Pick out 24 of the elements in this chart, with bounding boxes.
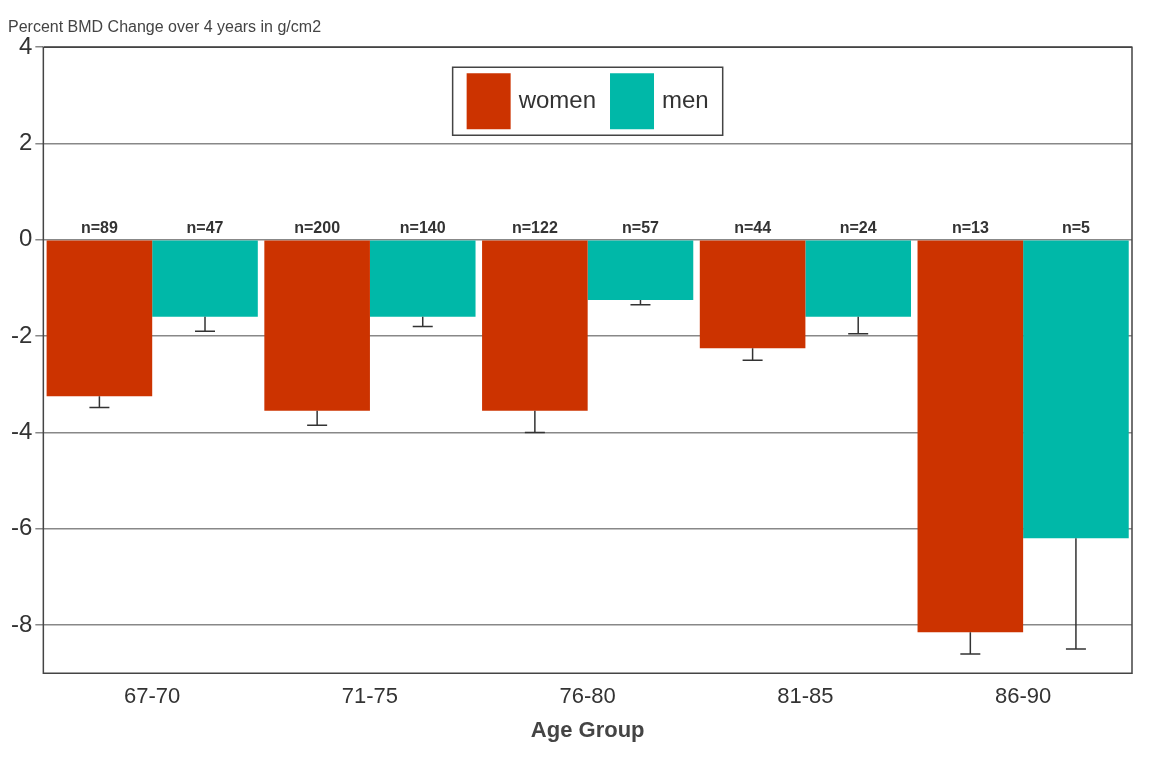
annotation: n=200 (294, 219, 341, 237)
x-tick-label: 81-85 (777, 683, 834, 709)
x-axis-title: Age Group (530, 716, 645, 742)
annotation: n=13 (951, 219, 989, 237)
y-tick-label: -8 (11, 609, 33, 637)
annotation: n=122 (511, 219, 558, 237)
annotation: n=47 (186, 219, 224, 237)
y-tick-label: -2 (11, 320, 33, 348)
annotation: n=89 (80, 219, 118, 237)
legend-label: men (662, 85, 709, 113)
x-tick-label: 71-75 (341, 683, 399, 709)
x-tick-label: 76-80 (559, 683, 616, 709)
y-tick-label: 0 (18, 224, 33, 252)
y-tick-label: -4 (11, 417, 33, 445)
y-tick-label: -6 (11, 513, 33, 541)
x-tick-label: 67-70 (124, 683, 181, 709)
annotation: n=24 (839, 219, 877, 237)
y-tick-label: 2 (18, 128, 33, 156)
annotation: n=44 (734, 219, 772, 237)
annotation: n=140 (399, 219, 446, 237)
x-tick-label: 86-90 (994, 683, 1052, 709)
annotation: n=5 (1061, 219, 1091, 237)
annotation: n=57 (622, 219, 660, 237)
legend-label: women (517, 85, 597, 113)
